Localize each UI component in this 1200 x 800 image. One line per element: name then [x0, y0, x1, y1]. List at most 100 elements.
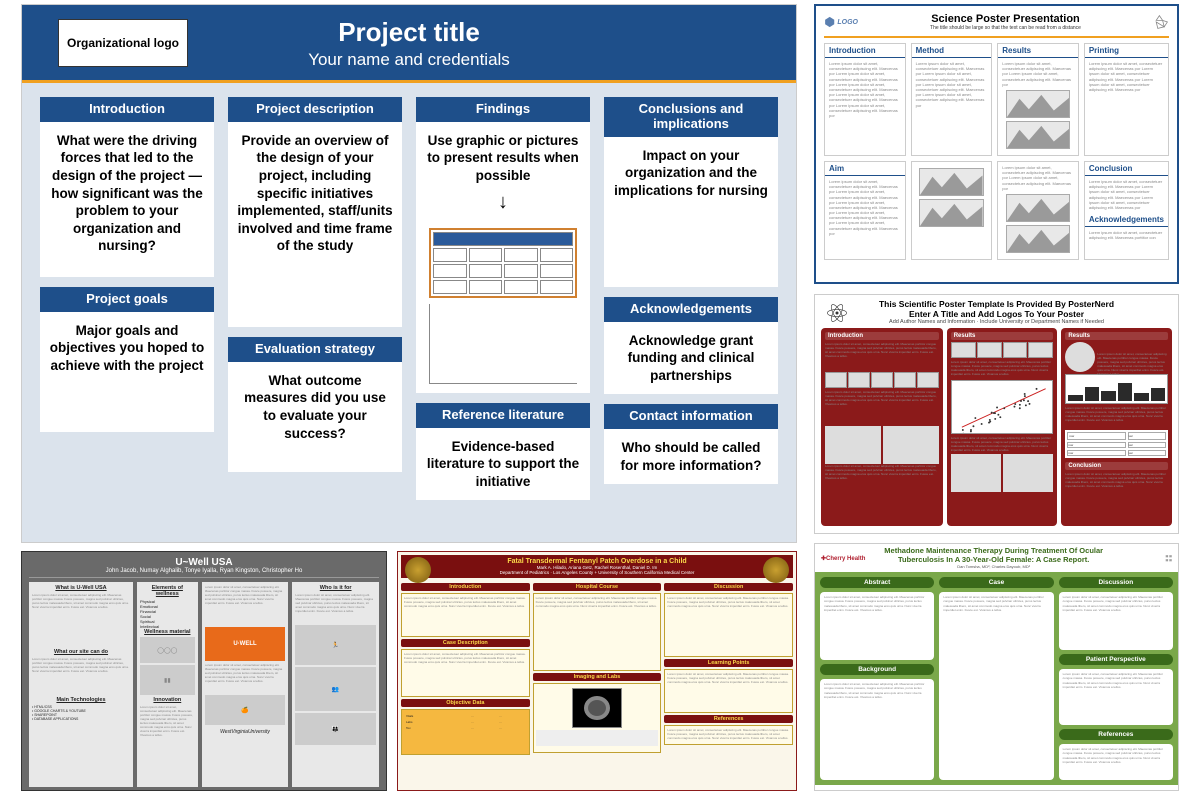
poster-uwell-grey: U~Well USA John Jacob, Numay Alghalib, T…: [21, 551, 387, 791]
section-header: Imaging and Labs: [533, 673, 662, 681]
poster-fentanyl-case: Fatal Transdermal Fentanyl Patch Overdos…: [397, 551, 797, 791]
poster5-col-3: Discussion Lorem ipsum dolor sit amet, c…: [664, 581, 793, 777]
institution-logos: ▦ ▦▦ ▦: [1122, 554, 1172, 562]
section-header: Patient Perspective: [1059, 654, 1173, 665]
findings-barchart: [429, 304, 577, 384]
wellness-list: PhysicalEmotionalFinancialSocialSpiritua…: [140, 599, 195, 629]
image-strip: [951, 342, 1054, 358]
section-header: Case: [939, 577, 1053, 588]
poster4-col-4: Who is it for Lorem ipsum dolor sit amet…: [292, 582, 379, 787]
section-header: Case Description: [401, 639, 530, 647]
device-placeholder: ▮▮: [140, 665, 195, 695]
panel-heading: Introduction: [825, 332, 939, 340]
findings-text: Use graphic or pictures to present resul…: [427, 133, 579, 183]
people-placeholder: 👥: [295, 667, 376, 711]
poster1-org-logo: Organizational logo: [58, 19, 188, 67]
col-heading: What is U-Well USA: [32, 585, 130, 591]
poster5-title: Fatal Transdermal Fentanyl Patch Overdos…: [431, 558, 763, 565]
col-heading: Who is it for: [295, 585, 376, 591]
section-header: Abstract: [820, 577, 934, 588]
poster5-affil: Department of Pediatrics · Los Angeles C…: [431, 570, 763, 575]
poster2-logo: LOGO: [824, 12, 858, 32]
col-heading: Innovation: [140, 697, 195, 703]
exercise-placeholder: 🏃: [295, 625, 376, 665]
data-table: Vitals……Labs……Tox……: [401, 709, 530, 755]
seal-icon: [763, 557, 789, 583]
section-body: Evidence-based literature to support the…: [416, 428, 590, 501]
scatter-plot: [951, 380, 1054, 434]
section-header: Objective Data: [401, 699, 530, 707]
section-header: Project goals: [40, 287, 214, 312]
down-arrow-icon: ↓: [424, 189, 582, 215]
poster1-col-3: Findings Use graphic or pictures to pres…: [416, 97, 590, 500]
poster2-title: Science Poster Presentation: [864, 13, 1147, 25]
col-heading: Elements of wellness: [140, 585, 195, 597]
poster3-panel-mid: Results Lorem ipsum dolor sit amet, cons…: [947, 328, 1058, 526]
atom-icon: [825, 301, 849, 325]
poster4-authors: John Jacob, Numay Alghalib, Tonye Iyalla…: [29, 568, 379, 574]
col-heading: Main Technologies: [32, 697, 130, 703]
poster6-col-3: Discussion Lorem ipsum dolor sit amet, c…: [1059, 577, 1173, 780]
section-header: Evaluation strategy: [228, 337, 402, 362]
section-body: Impact on your organization and the impl…: [604, 137, 778, 287]
section-body: What were the driving forces that led to…: [40, 122, 214, 277]
poster1-col-1: Introduction What were the driving force…: [40, 97, 214, 500]
poster3-subtitle: Enter A Title and Add Logos To Your Post…: [821, 309, 1172, 319]
section-body: Use graphic or pictures to present resul…: [416, 122, 590, 393]
col-heading: What our site can do: [32, 649, 130, 655]
uwell-logo: U·WELL: [205, 627, 286, 661]
recycle-icon: [1153, 14, 1169, 30]
poster1-col-2: Project description Provide an overview …: [228, 97, 402, 500]
poster5-col-1: Introduction Lorem ipsum dolor sit amet,…: [401, 581, 530, 777]
ct-scan-image: [572, 688, 622, 728]
poster1-header: Organizational logo Project title Your n…: [22, 5, 796, 83]
poster-science-template: LOGO Science Poster Presentation The tit…: [814, 4, 1179, 284]
cherry-health-logo: ✚Cherry Health: [821, 555, 865, 562]
col-heading: Wellness material: [140, 629, 195, 635]
hexagon-icon: [824, 15, 835, 29]
food-placeholder: 🍊: [205, 695, 286, 725]
findings-table: [429, 228, 577, 298]
university-label: WestVirginiaUniversity: [205, 729, 286, 735]
panel-heading: Conclusion: [1065, 462, 1168, 470]
section-body: Acknowledge grant funding and clinical p…: [604, 322, 778, 395]
section-header: Hospital Course: [533, 583, 662, 591]
section-header: Background: [820, 664, 934, 675]
people-placeholder: 👨‍👩‍👧: [295, 713, 376, 745]
poster3-panel-right: Results Lorem ipsum dolor sit amet, cons…: [1061, 328, 1172, 526]
section-header: Discussion: [1059, 577, 1173, 588]
section-header: Contact information: [604, 404, 778, 429]
findings-chart: [424, 219, 582, 389]
poster-nursing-template: Organizational logo Project title Your n…: [21, 4, 797, 543]
section-header: Learning Points: [664, 659, 793, 667]
poster4-title: U~Well USA: [29, 557, 379, 568]
section-header: Project description: [228, 97, 402, 122]
section-body: Provide an overview of the design of you…: [228, 122, 402, 327]
panel-heading: Results: [1065, 332, 1168, 340]
section-header: Conclusions and implications: [604, 97, 778, 137]
poster1-col-4: Conclusions and implications Impact on y…: [604, 97, 778, 500]
poster2-grid: IntroductionLorem ipsum dolor sit amet, …: [824, 36, 1169, 260]
poster6-authors: Dan Tomsha, MD²; Charles Dayoub, MD²: [869, 564, 1118, 569]
section-header: Introduction: [40, 97, 214, 122]
image-strip: [825, 372, 939, 388]
poster4-col-1: What is U-Well USA Lorem ipsum dolor sit…: [29, 582, 133, 787]
poster5-col-2: Hospital Course Lorem ipsum dolor sit am…: [533, 581, 662, 777]
poster3-title: This Scientific Poster Template Is Provi…: [821, 299, 1172, 309]
section-body: Who should be called for more informatio…: [604, 429, 778, 484]
poster2-subtitle: The title should be large so that the te…: [864, 25, 1147, 31]
panel-heading: Results: [951, 332, 1054, 340]
poster-posternerd-red: This Scientific Poster Template Is Provi…: [814, 294, 1179, 534]
poster3-panel-left: Introduction Lorem ipsum dolor sit amet,…: [821, 328, 943, 526]
section-header: Introduction: [401, 583, 530, 591]
poster3-byline: Add Author Names and Information · Inclu…: [821, 319, 1172, 325]
poster6-col-1: Abstract Lorem ipsum dolor sit amet, con…: [820, 577, 934, 780]
labs-strip: [536, 730, 659, 746]
section-body: What outcome measures did you use to eva…: [228, 362, 402, 472]
section-body: Major goals and objectives you hoped to …: [40, 312, 214, 432]
section-header: Discussion: [664, 583, 793, 591]
poster4-col-2: Elements of wellness PhysicalEmotionalFi…: [137, 582, 198, 787]
venn-placeholder: ◯◯◯: [140, 637, 195, 663]
section-header: References: [664, 715, 793, 723]
poster6-title: Methadone Maintenance Therapy During Tre…: [869, 547, 1118, 564]
